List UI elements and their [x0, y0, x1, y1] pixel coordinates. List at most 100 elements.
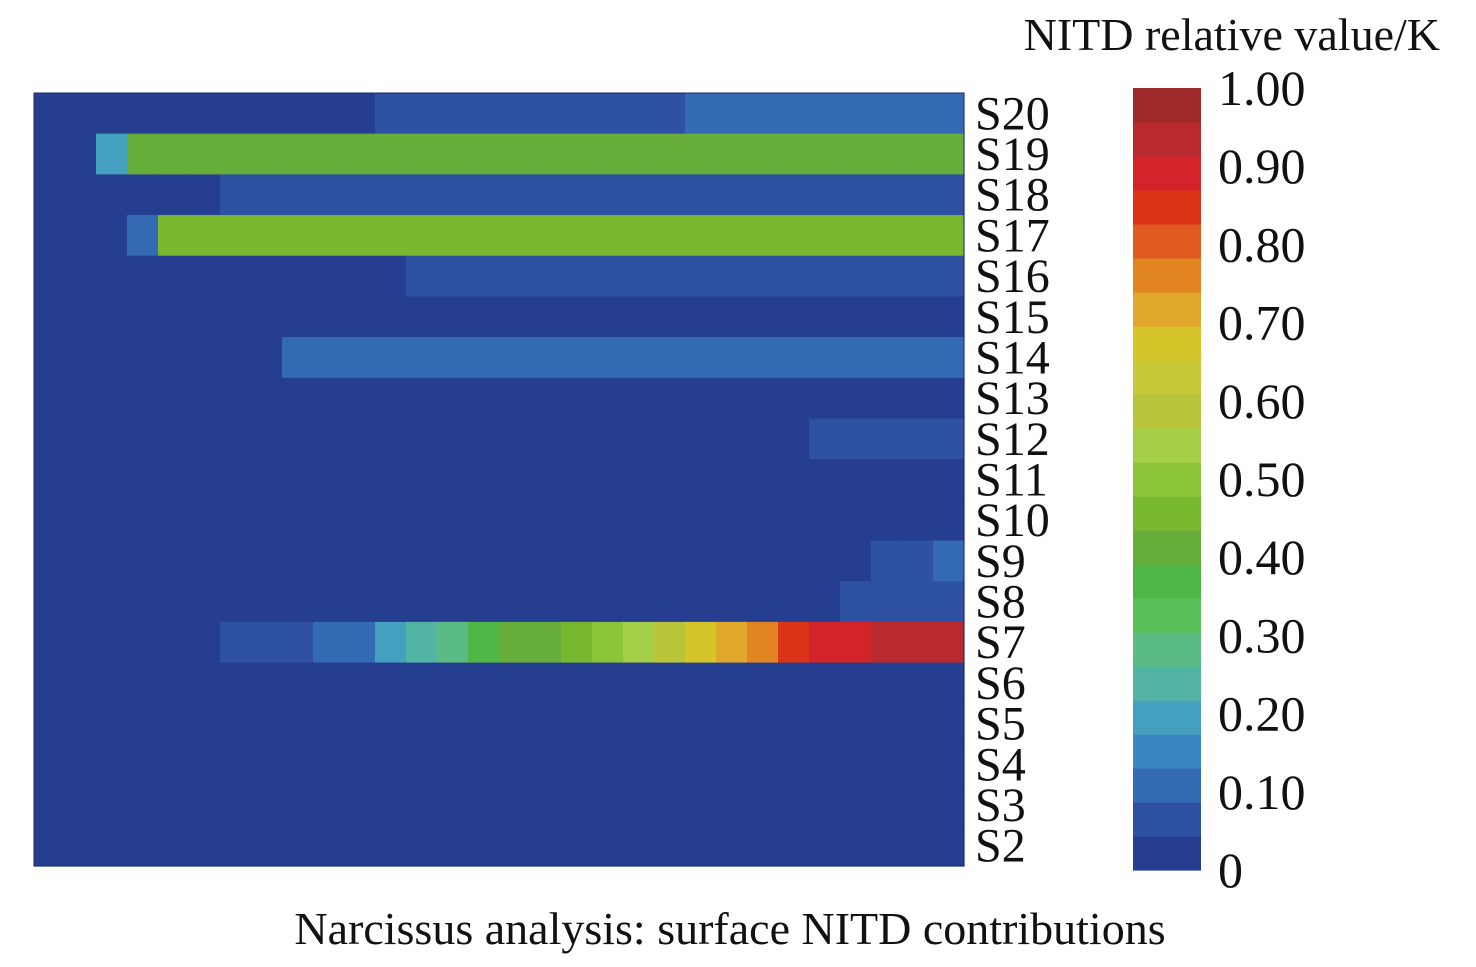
heatmap-cell	[871, 215, 903, 257]
heatmap-cell	[840, 418, 872, 460]
heatmap-cell	[127, 784, 159, 826]
heatmap-cell	[716, 337, 748, 379]
heatmap-cell	[375, 377, 407, 420]
heatmap-cell	[778, 825, 810, 867]
heatmap-cell	[34, 377, 66, 420]
heatmap-cell	[871, 825, 903, 867]
heatmap-cell	[282, 296, 314, 338]
heatmap-cell	[592, 174, 624, 216]
colorbar-tick-label: 0.90	[1218, 138, 1306, 194]
heatmap-cell	[809, 133, 841, 175]
heatmap-cell	[437, 133, 469, 175]
heatmap-cell	[468, 581, 500, 623]
heatmap-cell	[282, 418, 314, 460]
heatmap-cell	[592, 133, 624, 175]
heatmap-cell	[778, 174, 810, 216]
heatmap-cell	[313, 662, 345, 704]
heatmap-cell	[375, 174, 407, 216]
heatmap-cell	[747, 703, 779, 745]
colorbar-swatch	[1133, 190, 1201, 225]
heatmap-cell	[840, 621, 872, 664]
heatmap-cell	[871, 499, 903, 542]
heatmap-cell	[158, 662, 190, 704]
heatmap-cell	[654, 93, 686, 135]
heatmap-cell	[344, 418, 376, 460]
heatmap-cell	[344, 540, 376, 582]
colorbar-tick-label: 0	[1218, 842, 1243, 898]
heatmap-cell	[530, 621, 562, 664]
heatmap-cell	[34, 662, 66, 704]
heatmap-cell	[623, 825, 655, 867]
heatmap-cell	[65, 621, 97, 664]
colorbar-swatch	[1133, 122, 1201, 157]
heatmap-cell	[654, 296, 686, 338]
heatmap-cell	[840, 337, 872, 379]
heatmap-cell	[96, 581, 128, 623]
heatmap-cell	[34, 296, 66, 338]
row-label: S10	[975, 494, 1050, 547]
heatmap-cell	[127, 377, 159, 420]
heatmap-cell	[654, 459, 686, 501]
heatmap-cell	[313, 418, 345, 460]
heatmap-cell	[716, 296, 748, 338]
heatmap-cell	[158, 215, 190, 257]
heatmap-cell	[654, 784, 686, 826]
heatmap-cell	[902, 255, 934, 298]
colorbar	[1133, 88, 1201, 871]
heatmap-cell	[778, 459, 810, 501]
heatmap-cell	[406, 377, 438, 420]
heatmap-cell	[716, 581, 748, 623]
heatmap-cell	[127, 540, 159, 582]
heatmap-cell	[282, 581, 314, 623]
heatmap-cell	[592, 296, 624, 338]
heatmap-cell	[840, 255, 872, 298]
row-label: S17	[975, 209, 1050, 262]
heatmap-cell	[778, 662, 810, 704]
colorbar-swatch	[1133, 428, 1201, 463]
heatmap-cell	[158, 93, 190, 135]
heatmap-cell	[158, 418, 190, 460]
colorbar-swatch	[1133, 224, 1201, 259]
heatmap-cell	[654, 703, 686, 745]
heatmap-cell	[468, 215, 500, 257]
heatmap-cell	[34, 255, 66, 298]
heatmap-cell	[685, 377, 717, 420]
heatmap-cell	[933, 825, 965, 867]
heatmap-cell	[344, 255, 376, 298]
heatmap-cell	[406, 296, 438, 338]
heatmap-cell	[127, 825, 159, 867]
heatmap-cell	[282, 377, 314, 420]
heatmap-cell	[902, 337, 934, 379]
heatmap-cell	[561, 337, 593, 379]
heatmap-cell	[933, 499, 965, 542]
heatmap-cell	[251, 703, 283, 745]
heatmap-cell	[685, 459, 717, 501]
heatmap-cell	[592, 459, 624, 501]
heatmap-cell	[282, 662, 314, 704]
heatmap-cell	[871, 93, 903, 135]
heatmap-cell	[468, 255, 500, 298]
heatmap-cell	[344, 499, 376, 542]
heatmap-cell	[747, 825, 779, 867]
heatmap-cell	[189, 296, 221, 338]
heatmap-cell	[344, 621, 376, 664]
heatmap-cell	[871, 337, 903, 379]
heatmap-cell	[933, 743, 965, 786]
heatmap-cell	[530, 296, 562, 338]
heatmap-cell	[251, 499, 283, 542]
heatmap-cell	[530, 784, 562, 826]
heatmap-cell	[716, 377, 748, 420]
heatmap-cell	[282, 784, 314, 826]
heatmap-cell	[809, 418, 841, 460]
heatmap-cell	[592, 215, 624, 257]
heatmap-cell	[251, 743, 283, 786]
heatmap-cell	[623, 703, 655, 745]
row-label: S16	[975, 250, 1050, 303]
heatmap-cell	[499, 743, 531, 786]
colorbar-swatch	[1133, 258, 1201, 293]
heatmap-cell	[313, 377, 345, 420]
heatmap-cell	[778, 93, 810, 135]
heatmap-cell	[344, 662, 376, 704]
colorbar-swatch	[1133, 632, 1201, 667]
colorbar-swatch	[1133, 530, 1201, 565]
